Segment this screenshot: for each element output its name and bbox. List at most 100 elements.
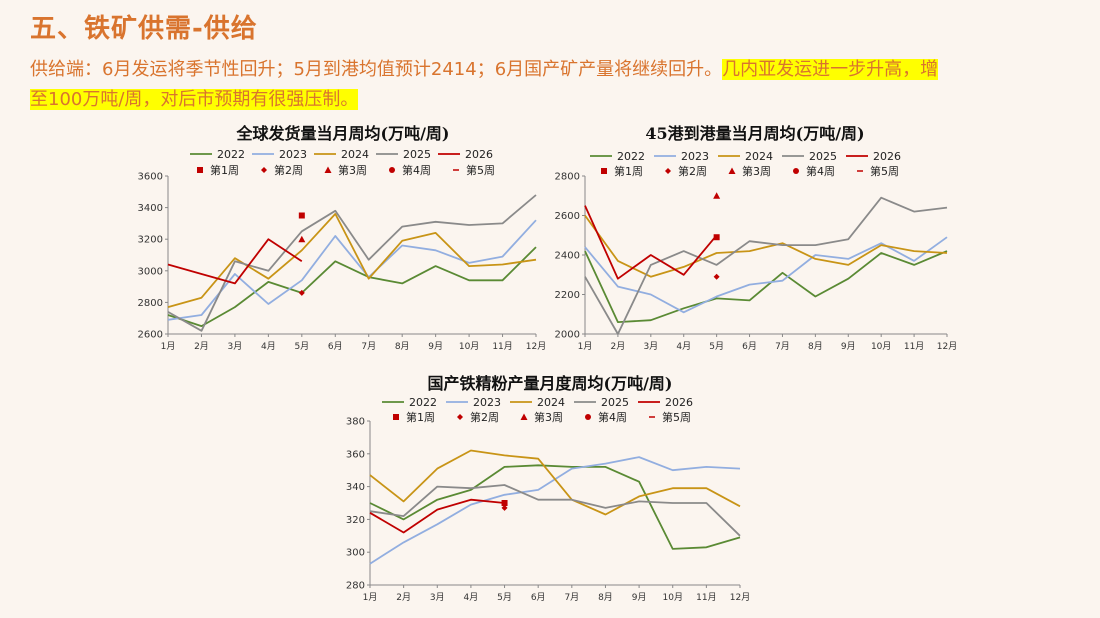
x-tick-label: 2月: [396, 592, 411, 603]
x-tick-label: 7月: [361, 341, 376, 352]
series-line-2026: [167, 238, 303, 285]
legend-label-2026: 2026: [873, 150, 901, 163]
x-tick-label: 10月: [459, 341, 479, 352]
x-tick-label: 11月: [492, 341, 512, 352]
legend-marker-label-1: 第1周: [406, 410, 435, 424]
legend-label-2024: 2024: [537, 396, 565, 409]
y-tick-label: 3000: [138, 266, 163, 277]
x-tick-label: 8月: [598, 592, 613, 603]
week-marker-2: [501, 504, 508, 511]
legend-marker-label-2: 第2周: [470, 410, 499, 424]
y-tick-label: 2000: [555, 330, 580, 341]
summary-text: 供给端：6月发运将季节性回升；5月到港均值预计2414；6月国产矿产量将继续回升…: [30, 59, 723, 80]
y-tick-label: 380: [346, 417, 365, 428]
x-tick-label: 12月: [526, 341, 546, 352]
legend-label-2025: 2025: [403, 148, 431, 161]
x-tick-label: 8月: [395, 341, 410, 352]
page-title: 五、铁矿供需-供给: [30, 14, 258, 44]
y-tick-label: 280: [346, 581, 365, 592]
legend-label-2023: 2023: [681, 150, 709, 163]
legend-marker-3: [728, 167, 736, 174]
week-marker-3: [298, 235, 306, 243]
x-tick-label: 12月: [730, 592, 750, 603]
x-tick-label: 11月: [904, 341, 924, 352]
supply-summary: 供给端：6月发运将季节性回升；5月到港均值预计2414；6月国产矿产量将继续回升…: [30, 55, 1075, 115]
x-tick-label: 5月: [709, 341, 724, 352]
summary-highlight-1: 几内亚发运进一步升高，增: [722, 59, 939, 80]
x-tick-label: 2月: [194, 341, 209, 352]
legend-marker-2: [261, 167, 267, 173]
legend-marker-3: [520, 413, 528, 420]
series-line-2022: [167, 246, 537, 327]
legend-marker-1: [393, 414, 399, 420]
x-tick-label: 2月: [611, 341, 626, 352]
y-tick-label: 300: [346, 548, 365, 559]
x-tick-label: 6月: [328, 341, 343, 352]
series-line-2026: [584, 205, 718, 280]
week-marker-1: [501, 500, 508, 506]
legend-marker-4: [793, 168, 799, 174]
chart-title: 45港到港量当月周均(万吨/周): [645, 124, 864, 143]
series-line-2024: [369, 449, 741, 516]
series-line-2025: [167, 194, 537, 332]
x-tick-label: 10月: [871, 341, 891, 352]
series-line-2026: [369, 498, 505, 534]
legend-marker-4: [585, 414, 591, 420]
legend-label-2026: 2026: [665, 396, 693, 409]
legend-label-2024: 2024: [341, 148, 369, 161]
x-tick-label: 9月: [841, 341, 856, 352]
legend-label-2023: 2023: [473, 396, 501, 409]
legend-label-2022: 2022: [409, 396, 437, 409]
x-tick-label: 1月: [161, 341, 176, 352]
x-tick-label: 1月: [363, 592, 378, 603]
y-tick-label: 340: [346, 482, 365, 493]
x-tick-label: 4月: [261, 341, 276, 352]
y-tick-label: 2600: [555, 211, 580, 222]
x-tick-label: 5月: [294, 341, 309, 352]
x-tick-label: 7月: [775, 341, 790, 352]
legend-marker-label-2: 第2周: [274, 163, 303, 177]
legend-label-2025: 2025: [601, 396, 629, 409]
legend-marker-label-5: 第5周: [662, 410, 691, 424]
x-tick-label: 3月: [643, 341, 658, 352]
week-marker-1: [298, 212, 305, 219]
x-tick-label: 3月: [228, 341, 243, 352]
chart-title: 国产铁精粉产量月度周均(万吨/周): [428, 374, 673, 393]
x-tick-label: 5月: [497, 592, 512, 603]
x-tick-label: 1月: [578, 341, 593, 352]
legend-marker-label-1: 第1周: [210, 163, 239, 177]
x-tick-label: 3月: [430, 592, 445, 603]
legend-label-2023: 2023: [279, 148, 307, 161]
y-tick-label: 3200: [138, 235, 163, 246]
legend-label-2025: 2025: [809, 150, 837, 163]
x-tick-label: 11月: [696, 592, 716, 603]
legend-label-2026: 2026: [465, 148, 493, 161]
legend-label-2024: 2024: [745, 150, 773, 163]
legend-marker-label-3: 第3周: [534, 410, 563, 424]
legend-marker-2: [665, 168, 671, 174]
legend-marker-label-3: 第3周: [742, 164, 771, 178]
series-line-2025: [369, 484, 741, 537]
legend-label-2022: 2022: [617, 150, 645, 163]
x-tick-label: 9月: [428, 341, 443, 352]
week-marker-2: [713, 273, 720, 280]
chart-title: 全球发货量当月周均(万吨/周): [236, 124, 450, 143]
x-tick-label: 7月: [564, 592, 579, 603]
y-tick-label: 2600: [138, 330, 163, 341]
y-tick-label: 3600: [138, 172, 163, 183]
legend-marker-4: [389, 167, 395, 173]
y-tick-label: 2200: [555, 290, 580, 301]
legend-marker-3: [324, 166, 332, 173]
x-tick-label: 4月: [464, 592, 479, 603]
series-line-2023: [167, 219, 537, 321]
legend-marker-label-5: 第5周: [466, 163, 495, 177]
series-line-2024: [167, 213, 537, 308]
series-line-2022: [584, 250, 948, 323]
y-tick-label: 320: [346, 515, 365, 526]
legend-marker-label-4: 第4周: [806, 164, 835, 178]
y-tick-label: 3400: [138, 203, 163, 214]
series-line-2022: [369, 464, 741, 550]
